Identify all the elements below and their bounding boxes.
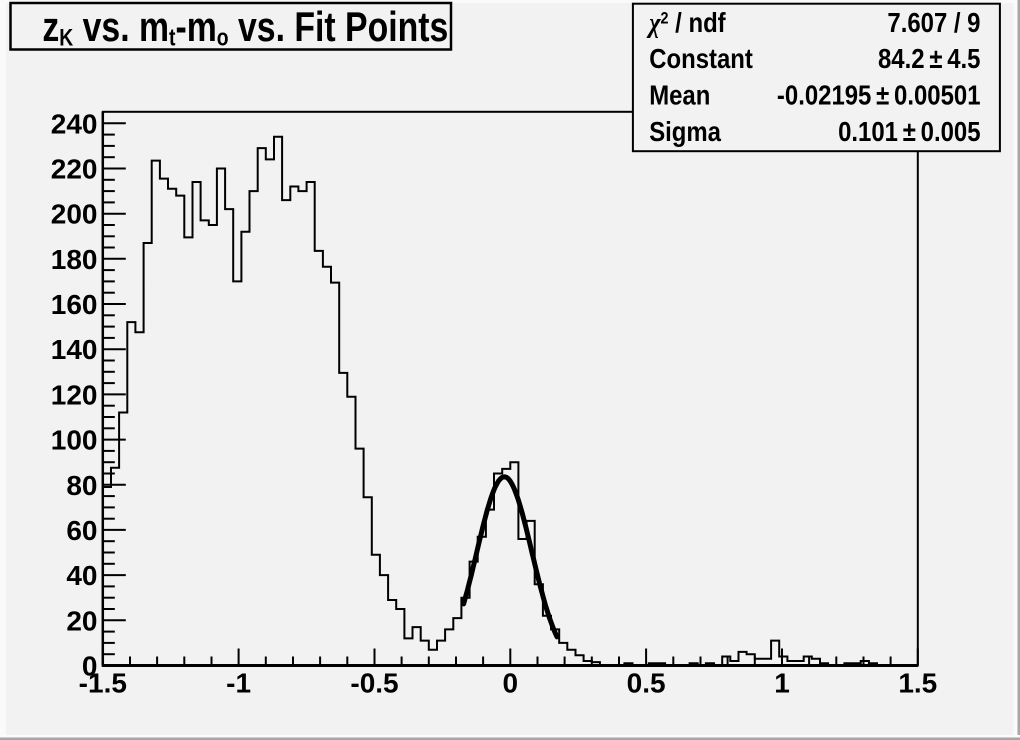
svg-text:χ2 / ndf: χ2 / ndf — [645, 7, 726, 38]
svg-text:-0.02195 ± 0.00501: -0.02195 ± 0.00501 — [777, 81, 981, 111]
svg-text:120: 120 — [51, 379, 98, 410]
svg-text:84.2 ± 4.5: 84.2 ± 4.5 — [878, 45, 981, 75]
svg-text:80: 80 — [66, 470, 97, 501]
svg-text:0: 0 — [82, 651, 98, 682]
svg-text:20: 20 — [66, 605, 97, 636]
svg-text:Sigma: Sigma — [649, 118, 721, 148]
svg-text:-0.5: -0.5 — [350, 668, 398, 699]
svg-text:160: 160 — [51, 289, 98, 320]
svg-text:200: 200 — [51, 199, 98, 230]
svg-text:60: 60 — [66, 515, 97, 546]
svg-text:-1.5: -1.5 — [79, 668, 127, 699]
svg-text:zK vs. mt-mo vs. Fit Points: zK vs. mt-mo vs. Fit Points — [42, 4, 448, 51]
svg-text:0.101 ± 0.005: 0.101 ± 0.005 — [838, 118, 980, 148]
svg-text:Constant: Constant — [649, 45, 753, 75]
svg-text:0: 0 — [503, 668, 519, 699]
svg-text:140: 140 — [51, 334, 98, 365]
svg-text:220: 220 — [51, 154, 98, 185]
svg-text:100: 100 — [51, 425, 98, 456]
svg-text:7.607 / 9: 7.607 / 9 — [887, 8, 980, 38]
svg-text:40: 40 — [66, 560, 97, 591]
svg-text:1: 1 — [774, 668, 790, 699]
svg-text:0.5: 0.5 — [627, 668, 666, 699]
svg-text:Mean: Mean — [649, 81, 710, 111]
svg-text:180: 180 — [51, 244, 98, 275]
svg-text:240: 240 — [51, 108, 98, 139]
svg-text:1.5: 1.5 — [898, 668, 937, 699]
svg-text:-1: -1 — [226, 668, 251, 699]
